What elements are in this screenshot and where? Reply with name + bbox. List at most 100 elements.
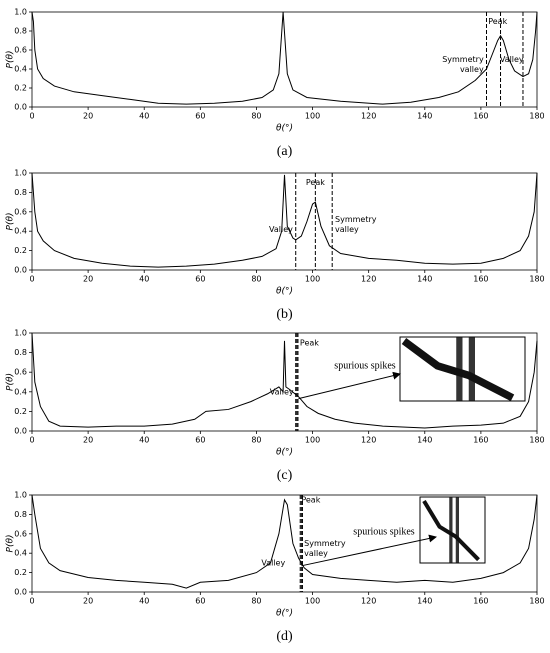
y-tick-label: 0.0: [14, 427, 27, 436]
x-axis-label: θ(°): [276, 124, 293, 134]
panel: 0.0 0.2 0.4 0.6 0.8 1.0 0 20 40 60 80 100 120 140 160 1…: [6, 491, 545, 645]
plot-frame: [31, 11, 538, 108]
curve: [31, 494, 538, 589]
x-tick-label: 120: [361, 597, 376, 606]
x-tick-label: 0: [29, 436, 34, 445]
inset-spike: [455, 497, 459, 563]
annotation: Valley: [261, 558, 285, 567]
panel: 0.0 0.2 0.4 0.6 0.8 1.0 0 20 40 60 80 100 120 140 160 1…: [6, 169, 545, 323]
annotation: Symmetry: [335, 215, 377, 224]
y-tick-label: 0.4: [14, 549, 27, 558]
inset-spike: [456, 337, 463, 401]
x-tick-label: 0: [29, 597, 34, 606]
y-axis-label: P(θ): [6, 373, 16, 391]
annotation: Symmetry: [304, 539, 346, 548]
x-tick-label: 120: [361, 436, 376, 445]
x-tick-label: 80: [251, 436, 261, 445]
callout-arrow: [298, 371, 401, 400]
x-tick-label: 40: [139, 275, 149, 284]
y-tick-label: 0.6: [14, 368, 27, 377]
y-tick-label: 1.0: [14, 169, 27, 178]
y-tick-label: 0.4: [14, 387, 27, 396]
x-tick-label: 60: [195, 597, 205, 606]
x-tick-label: 60: [195, 112, 205, 121]
y-tick-label: 0.6: [14, 207, 27, 216]
annotation: Valley: [270, 387, 294, 396]
y-tick-label: 0.4: [14, 65, 27, 74]
annotation: valley: [335, 225, 359, 234]
x-tick-label: 0: [29, 112, 34, 121]
annotation: valley: [304, 549, 328, 558]
annotation: valley: [460, 65, 484, 74]
x-tick-label: 100: [305, 112, 320, 121]
x-tick-label: 60: [195, 436, 205, 445]
annotation: Peak: [306, 178, 325, 187]
x-tick-label: 100: [305, 436, 320, 445]
callout-text: spurious spikes: [353, 526, 415, 537]
y-tick-label: 0.8: [14, 510, 27, 519]
x-tick-label: 180: [529, 597, 544, 606]
x-tick-label: 120: [361, 275, 376, 284]
x-tick-label: 160: [473, 275, 488, 284]
inset-content: [422, 499, 480, 562]
y-tick-label: 0.0: [14, 588, 27, 597]
y-tick-label: 0.2: [14, 84, 27, 93]
x-tick-label: 60: [195, 275, 205, 284]
panel-label: (b): [276, 307, 293, 322]
panel: 0.0 0.2 0.4 0.6 0.8 1.0 0 20 40 60 80 100 120 140 160 1…: [6, 329, 545, 484]
y-tick-label: 1.0: [14, 8, 27, 17]
annotation: Peak: [488, 17, 507, 26]
x-tick-label: 160: [473, 112, 488, 121]
x-tick-label: 20: [83, 112, 93, 121]
y-tick-label: 0.0: [14, 266, 27, 275]
curve: [31, 172, 538, 268]
annotation: Peak: [301, 495, 320, 504]
x-tick-label: 40: [139, 112, 149, 121]
plot-frame: [31, 172, 538, 271]
panel-label: (d): [276, 629, 293, 644]
inset-spike: [449, 497, 453, 563]
x-axis-label: θ(°): [276, 448, 293, 458]
x-tick-label: 160: [473, 597, 488, 606]
y-tick-label: 0.6: [14, 529, 27, 538]
x-tick-label: 20: [83, 597, 93, 606]
x-tick-label: 40: [139, 436, 149, 445]
callout-text: spurious spikes: [334, 360, 396, 371]
x-tick-label: 140: [417, 275, 432, 284]
y-tick-label: 0.6: [14, 46, 27, 55]
y-tick-label: 1.0: [14, 329, 27, 338]
x-tick-label: 20: [83, 275, 93, 284]
y-tick-label: 0.0: [14, 103, 27, 112]
x-tick-label: 80: [251, 112, 261, 121]
x-tick-label: 20: [83, 436, 93, 445]
y-tick-label: 0.2: [14, 568, 27, 577]
curve: [31, 332, 538, 429]
y-tick-label: 1.0: [14, 491, 27, 500]
x-tick-label: 100: [305, 275, 320, 284]
y-tick-label: 0.2: [14, 246, 27, 255]
annotation: Valley: [500, 55, 524, 64]
x-tick-label: 80: [251, 597, 261, 606]
y-tick-label: 0.4: [14, 227, 27, 236]
x-tick-label: 180: [529, 275, 544, 284]
x-axis-label: θ(°): [276, 609, 293, 619]
y-tick-label: 0.8: [14, 188, 27, 197]
x-axis-label: θ(°): [276, 287, 293, 297]
x-tick-label: 120: [361, 112, 376, 121]
annotation: Symmetry: [442, 55, 484, 64]
panel: 0.0 0.2 0.4 0.6 0.8 1.0 0 20 40 60 80 100 120 140 160 1…: [6, 8, 545, 160]
curve: [31, 11, 538, 105]
x-tick-label: 140: [417, 436, 432, 445]
inset-content: [401, 337, 515, 402]
x-tick-label: 180: [529, 436, 544, 445]
x-tick-label: 180: [529, 112, 544, 121]
y-axis-label: P(θ): [6, 213, 16, 231]
y-tick-label: 0.8: [14, 348, 27, 357]
x-tick-label: 160: [473, 436, 488, 445]
x-tick-label: 140: [417, 112, 432, 121]
x-tick-label: 40: [139, 597, 149, 606]
inset-spike: [468, 337, 475, 401]
panel-label: (a): [277, 144, 293, 159]
y-tick-label: 0.2: [14, 407, 27, 416]
panel-label: (c): [277, 468, 293, 483]
